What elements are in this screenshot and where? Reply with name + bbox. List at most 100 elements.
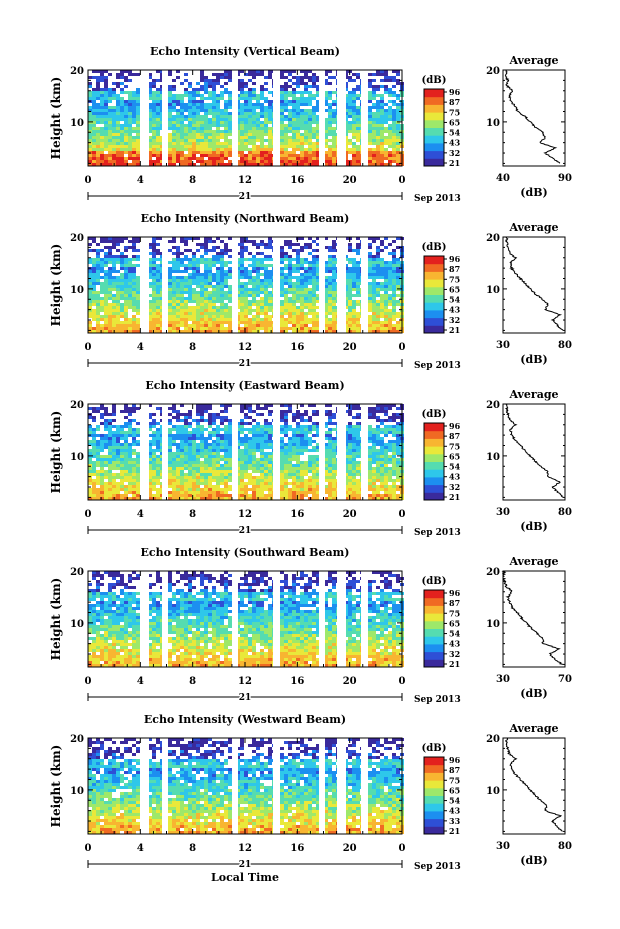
- heatmap-cell: [156, 306, 160, 309]
- heatmap-cell: [396, 133, 400, 136]
- heatmap-cell: [88, 121, 92, 124]
- heatmap-cell: [224, 249, 228, 252]
- heatmap-cell: [124, 70, 128, 73]
- heatmap-cell: [124, 282, 128, 285]
- heatmap-cell: [192, 324, 196, 327]
- heatmap-cell: [240, 133, 244, 136]
- heatmap-cell: [332, 330, 336, 333]
- heatmap-cell: [124, 306, 128, 309]
- heatmap-cell: [92, 124, 96, 127]
- heatmap-cell: [356, 422, 360, 425]
- heatmap-cell: [124, 318, 128, 321]
- heatmap-cell: [200, 76, 204, 79]
- heatmap-cell: [220, 267, 224, 270]
- heatmap-cell: [180, 261, 184, 264]
- heatmap-cell: [172, 127, 176, 130]
- heatmap-cell: [128, 133, 132, 136]
- heatmap-cell: [88, 127, 92, 130]
- heatmap-cell: [92, 109, 96, 112]
- heatmap-cell: [220, 282, 224, 285]
- heatmap-cell: [152, 148, 156, 151]
- heatmap-cell: [368, 425, 372, 428]
- heatmap-cell: [156, 291, 160, 294]
- heatmap-cell: [284, 410, 288, 413]
- heatmap-cell: [176, 261, 180, 264]
- heatmap-cell: [212, 97, 216, 100]
- heatmap-cell: [216, 279, 220, 282]
- heatmap-cell: [368, 142, 372, 145]
- heatmap-cell: [372, 133, 376, 136]
- heatmap-cell: [296, 324, 300, 327]
- heatmap-cell: [328, 121, 332, 124]
- heatmap-cell: [124, 118, 128, 121]
- heatmap-cell: [116, 157, 120, 160]
- heatmap-cell: [128, 151, 132, 154]
- heatmap-cell: [280, 425, 284, 428]
- heatmap-cell: [200, 285, 204, 288]
- heatmap-cell: [348, 410, 352, 413]
- heatmap-cell: [260, 70, 264, 73]
- heatmap-cell: [184, 312, 188, 315]
- heatmap-cell: [332, 267, 336, 270]
- heatmap-cell: [172, 151, 176, 154]
- heatmap-cell: [316, 88, 320, 91]
- heatmap-cell: [220, 321, 224, 324]
- heatmap-cell: [228, 142, 232, 145]
- heatmap-cell: [368, 148, 372, 151]
- heatmap-cell: [328, 428, 332, 431]
- heatmap-cell: [212, 94, 216, 97]
- heatmap-cell: [148, 142, 152, 145]
- heatmap-cell: [356, 73, 360, 76]
- heatmap-cell: [292, 121, 296, 124]
- heatmap-cell: [240, 240, 244, 243]
- heatmap-cell: [368, 267, 372, 270]
- heatmap-cell: [396, 157, 400, 160]
- heatmap-cell: [380, 130, 384, 133]
- heatmap-cell: [124, 330, 128, 333]
- heatmap-cell: [100, 136, 104, 139]
- heatmap-cell: [156, 422, 160, 425]
- heatmap-cell: [384, 303, 388, 306]
- heatmap-cell: [280, 285, 284, 288]
- heatmap-cell: [212, 85, 216, 88]
- heatmap-cell: [288, 91, 292, 94]
- heatmap-cell: [324, 79, 328, 82]
- heatmap-cell: [260, 243, 264, 246]
- heatmap-cell: [172, 282, 176, 285]
- heatmap-cell: [228, 112, 232, 115]
- heatmap-cell: [328, 404, 332, 407]
- heatmap-cell: [172, 130, 176, 133]
- heatmap-cell: [352, 318, 356, 321]
- heatmap-cell: [384, 419, 388, 422]
- heatmap-cell: [180, 252, 184, 255]
- heatmap-cell: [388, 151, 392, 154]
- heatmap-cell: [100, 434, 104, 437]
- heatmap-cell: [352, 115, 356, 118]
- heatmap-cell: [308, 121, 312, 124]
- heatmap-cell: [300, 115, 304, 118]
- heatmap-cell: [156, 142, 160, 145]
- heatmap-cell: [300, 300, 304, 303]
- heatmap-cell: [132, 246, 136, 249]
- heatmap-cell: [216, 261, 220, 264]
- heatmap-cell: [192, 252, 196, 255]
- heatmap-cell: [96, 294, 100, 297]
- heatmap-cell: [372, 136, 376, 139]
- heatmap-cell: [280, 321, 284, 324]
- heatmap-cell: [104, 142, 108, 145]
- heatmap-cell: [192, 273, 196, 276]
- heatmap-cell: [104, 82, 108, 85]
- heatmap-cell: [172, 416, 176, 419]
- heatmap-cell: [112, 94, 116, 97]
- heatmap-cell: [288, 109, 292, 112]
- heatmap-cell: [248, 130, 252, 133]
- heatmap-cell: [292, 324, 296, 327]
- heatmap-cell: [156, 270, 160, 273]
- heatmap-cell: [308, 261, 312, 264]
- heatmap-cell: [124, 246, 128, 249]
- heatmap-cell: [288, 73, 292, 76]
- heatmap-cell: [224, 118, 228, 121]
- heatmap-cell: [384, 270, 388, 273]
- heatmap-cell: [200, 103, 204, 106]
- heatmap-cell: [256, 407, 260, 410]
